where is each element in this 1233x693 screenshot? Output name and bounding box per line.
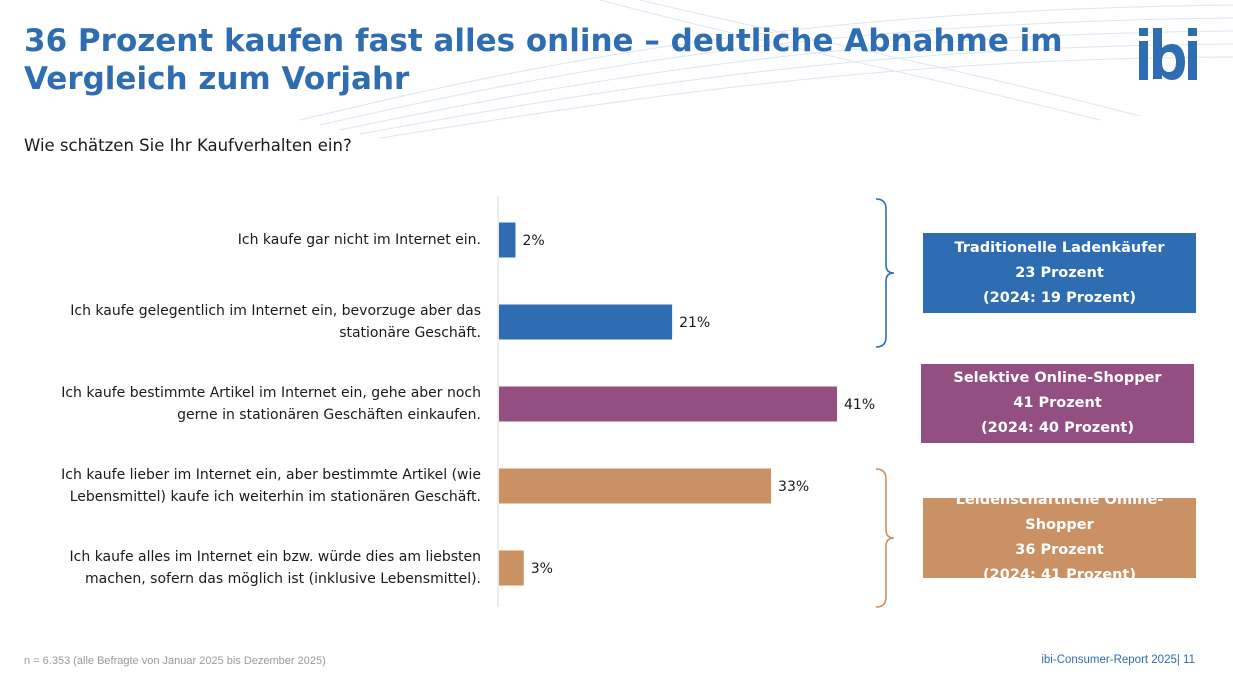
segment-name: Leidenschaftliche Online-Shopper <box>955 492 1164 533</box>
sample-footnote: n = 6.353 (alle Befragte von Januar 2025… <box>24 655 326 667</box>
background-wave-decoration <box>299 0 1233 139</box>
category-label-line: Ich kaufe alles im Internet ein bzw. wür… <box>69 549 481 565</box>
category-label-line: gerne in stationären Geschäften einkaufe… <box>177 407 481 423</box>
category-label-4: Ich kaufe lieber im Internet ein, aber b… <box>11 464 481 508</box>
category-label-2: Ich kaufe gelegentlich im Internet ein, … <box>11 300 481 344</box>
page-title: 36 Prozent kaufen fast alles online – de… <box>24 23 1063 97</box>
category-label-line: Ich kaufe lieber im Internet ein, aber b… <box>61 467 481 483</box>
segment-name: Traditionelle Ladenkäufer <box>954 239 1165 256</box>
segment-box-2: Selektive Online-Shopper 41 Prozent (2024:… <box>921 364 1194 443</box>
bar-3 <box>499 386 837 422</box>
bar-1 <box>499 222 516 258</box>
category-label-line: machen, sofern das möglich ist (inklusiv… <box>84 571 481 587</box>
segment-previous: (2024: 19 Prozent) <box>983 289 1136 306</box>
segment-previous: (2024: 41 Prozent) <box>983 567 1136 583</box>
data-label-1: 2% <box>522 233 544 249</box>
brace-traditional <box>875 198 895 348</box>
category-label-5: Ich kaufe alles im Internet ein bzw. wür… <box>11 546 481 590</box>
segment-box-1: Traditionelle Ladenkäufer 23 Prozent (2024… <box>923 233 1196 313</box>
category-label-3: Ich kaufe bestimmte Artikel im Internet … <box>11 382 481 426</box>
data-label-4: 33% <box>778 479 809 495</box>
segment-box-3: Leidenschaftliche Online-Shopper 36 Proze… <box>923 492 1196 583</box>
segment-previous: (2024: 40 Prozent) <box>981 420 1134 436</box>
segment-name: Selektive Online-Shopper <box>953 370 1162 386</box>
category-label-line: stationäre Geschäft. <box>339 325 481 341</box>
segment-share: 36 Prozent <box>1015 542 1104 558</box>
segment-share: 41 Prozent <box>1013 395 1102 411</box>
segment-share: 23 Prozent <box>1015 264 1104 281</box>
category-label-line: Ich kaufe bestimmte Artikel im Internet … <box>61 385 481 401</box>
brace-passionate <box>875 468 895 608</box>
bar-5 <box>499 550 524 586</box>
report-footer: ibi-Consumer-Report 2025| 11 <box>1041 654 1195 666</box>
category-label-line: Ich kaufe gar nicht im Internet ein. <box>237 232 481 248</box>
chart-question: Wie schätzen Sie Ihr Kaufverhalten ein? <box>24 136 352 155</box>
data-label-3: 41% <box>844 397 875 413</box>
data-label-5: 3% <box>531 561 553 577</box>
category-label-1: Ich kaufe gar nicht im Internet ein. <box>11 229 481 251</box>
category-label-line: Ich kaufe gelegentlich im Internet ein, … <box>70 303 481 319</box>
bar-2 <box>499 304 673 340</box>
category-label-line: Lebensmittel) kaufe ich weiterhin im sta… <box>69 489 481 505</box>
data-label-2: 21% <box>679 315 710 331</box>
bar-4 <box>499 468 772 504</box>
ibi-logo <box>1139 28 1197 80</box>
